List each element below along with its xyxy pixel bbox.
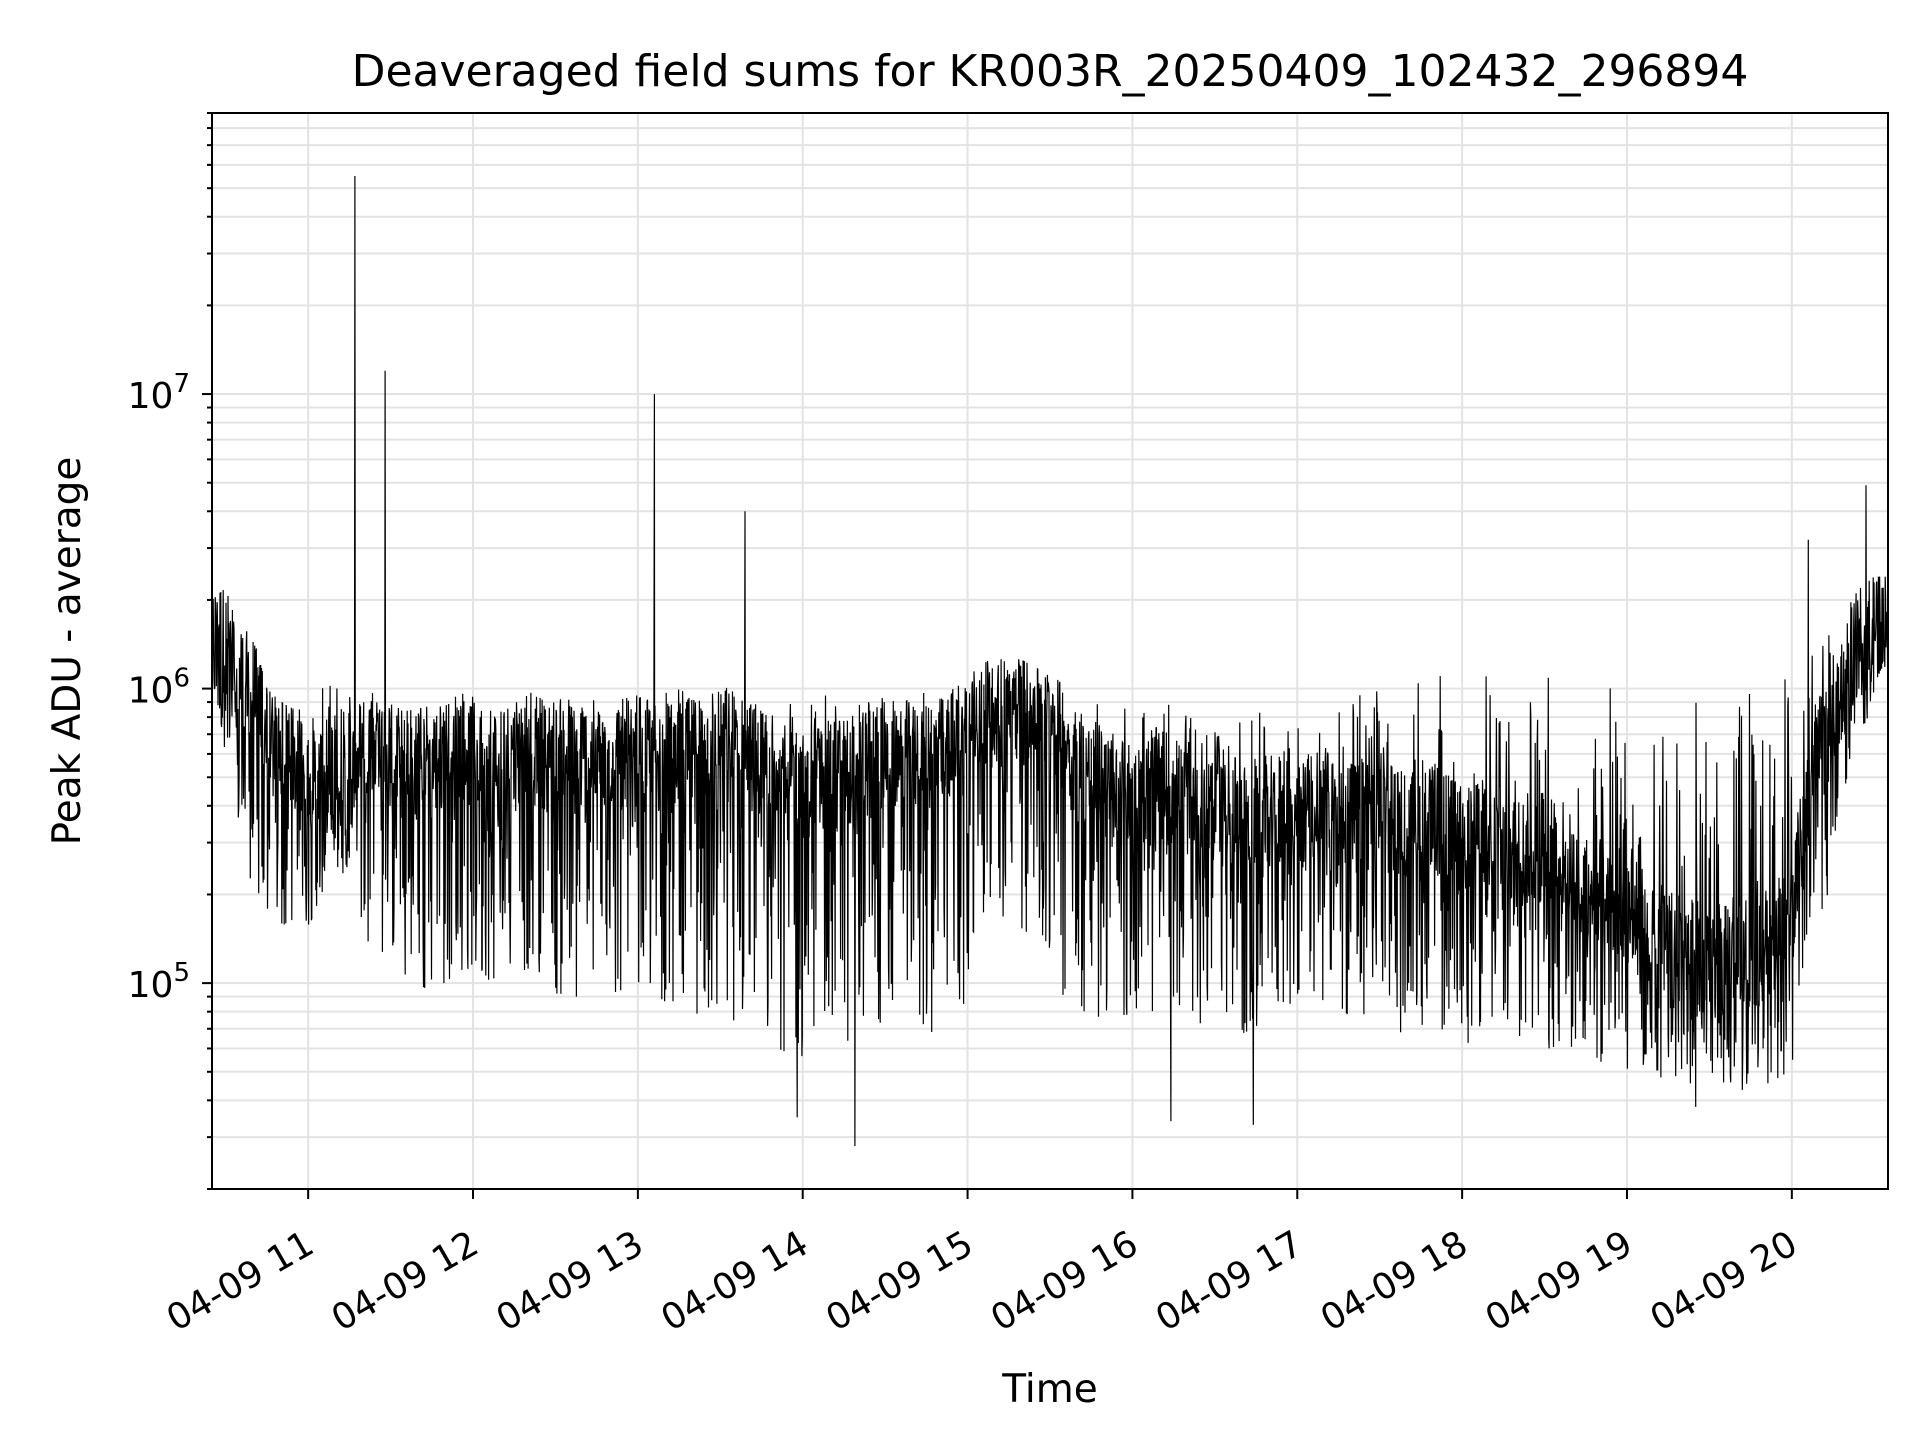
y-tick-exponent: 5 [173, 958, 190, 988]
y-tick-base: 10 [128, 671, 174, 712]
y-axis-label: Peak ADU - average [45, 457, 90, 846]
y-tick-base: 10 [128, 965, 174, 1006]
plot-frame [211, 112, 1889, 1190]
series-line [211, 175, 1889, 1147]
chart-title: Deaveraged field sums for KR003R_2025040… [352, 46, 1749, 97]
y-tick-base: 10 [128, 376, 174, 417]
x-axis-label: Time [1001, 1367, 1097, 1412]
y-tick-label: 106 [128, 664, 190, 712]
y-tick-exponent: 7 [173, 369, 190, 399]
y-tick-label: 105 [128, 958, 190, 1006]
series-area [211, 175, 1889, 1147]
y-tick-label: 107 [128, 369, 190, 417]
y-tick-exponent: 6 [173, 664, 190, 694]
